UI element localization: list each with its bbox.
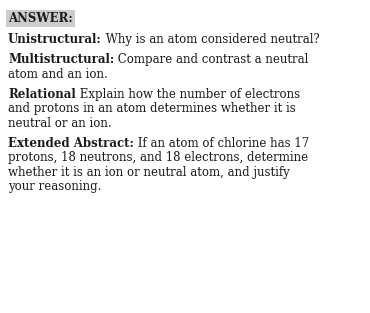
Text: ANSWER:: ANSWER: [8,12,73,25]
Text: your reasoning.: your reasoning. [8,180,101,193]
Text: Multistructural:: Multistructural: [8,53,114,66]
Text: whether it is an ion or neutral atom, and justify: whether it is an ion or neutral atom, an… [8,166,290,179]
Text: If an atom of chlorine has 17: If an atom of chlorine has 17 [134,136,309,150]
Text: Relational: Relational [8,88,76,100]
Text: Compare and contrast a neutral: Compare and contrast a neutral [114,53,309,66]
Text: Unistructural:: Unistructural: [8,33,102,46]
Text: and protons in an atom determines whether it is: and protons in an atom determines whethe… [8,102,296,115]
Text: atom and an ion.: atom and an ion. [8,68,108,81]
Text: Extended Abstract:: Extended Abstract: [8,136,134,150]
Text: protons, 18 neutrons, and 18 electrons, determine: protons, 18 neutrons, and 18 electrons, … [8,151,308,164]
Text: Explain how the number of electrons: Explain how the number of electrons [76,88,300,100]
Text: neutral or an ion.: neutral or an ion. [8,117,112,130]
Text: Why is an atom considered neutral?: Why is an atom considered neutral? [102,33,320,46]
